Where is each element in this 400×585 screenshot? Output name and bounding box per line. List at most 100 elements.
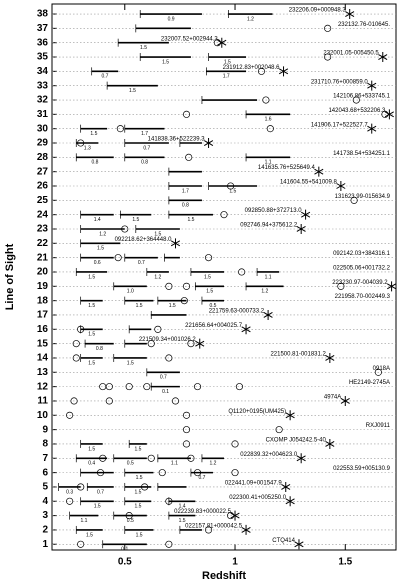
path-label: 0.8 <box>96 346 103 352</box>
sightline-name: 232007.52+002944.3 <box>161 36 219 42</box>
absorber <box>193 383 202 391</box>
absorber <box>205 254 213 262</box>
path-label: 0.5 <box>209 303 216 309</box>
path-label: 1.5 <box>229 188 236 194</box>
path-label: 1.5 <box>88 332 95 338</box>
quasar <box>325 438 335 449</box>
sightline-name: 221500.81-001831.2 <box>270 352 326 358</box>
quasar <box>301 209 311 220</box>
y-tick-label: 31 <box>37 109 49 120</box>
path-label: 1.5 <box>224 59 231 65</box>
y-tick-label: 12 <box>37 381 49 392</box>
sightline-name: 141906.17+522527.7 <box>311 122 369 128</box>
absorber <box>116 125 124 133</box>
absorber <box>182 411 191 419</box>
path-label: 1.5 <box>127 360 134 366</box>
absorber <box>182 440 191 448</box>
sightline-name: 221656.64+004025.7 <box>185 323 243 329</box>
path-label: 1.5 <box>179 518 186 524</box>
y-tick-label: 36 <box>37 37 49 48</box>
y-tick-label: 7 <box>42 453 48 464</box>
sightline-name: 131623.99-015634.9 <box>335 194 391 200</box>
path-label: 1.3 <box>84 145 91 151</box>
path-label: 1.5 <box>135 489 142 495</box>
absorber <box>171 397 180 405</box>
quasar <box>263 309 273 320</box>
sightline-name: 223230.97-004039.2 <box>332 280 388 286</box>
x-tick-label: 1.5 <box>338 557 352 568</box>
path-label: 1.6 <box>265 117 272 123</box>
y-tick-label: 20 <box>37 267 49 278</box>
absorber <box>182 110 191 118</box>
absorber <box>125 383 133 391</box>
absorber <box>185 153 193 161</box>
quasar <box>241 524 251 535</box>
sightline-name: 141838.36+522239.3 <box>148 137 206 143</box>
absorber <box>125 512 133 520</box>
y-tick-label: 35 <box>37 52 49 63</box>
y-tick-label: 29 <box>37 138 49 149</box>
absorber <box>227 512 235 520</box>
plot-frame <box>51 3 397 551</box>
quasar <box>336 181 346 191</box>
path-label: 1.5 <box>169 303 176 309</box>
absorber <box>350 196 358 204</box>
y-tick-label: 23 <box>37 224 49 235</box>
absorber <box>352 96 360 104</box>
path-label: 1.2 <box>99 231 106 237</box>
quasar <box>325 352 335 363</box>
quasar <box>217 37 227 48</box>
quasar <box>367 80 377 91</box>
absorber <box>72 340 80 348</box>
y-tick-label: 27 <box>37 166 49 177</box>
absorber <box>77 139 85 147</box>
sightline-name: 142106.86+533745.1 <box>333 94 391 100</box>
y-tick-label: 13 <box>37 367 49 378</box>
sightline-name: 232132.76-010645. <box>338 22 390 28</box>
path-label: 1.5 <box>88 446 95 452</box>
path-label: 0.7 <box>138 260 145 266</box>
absorber <box>337 282 345 290</box>
absorber <box>77 483 85 491</box>
quasar <box>314 166 324 177</box>
sightline-name: 221759.63-000733.2 <box>209 309 265 315</box>
sightline-name: 022441.09+001547.9 <box>225 481 283 487</box>
path-label: 1.2 <box>209 461 216 467</box>
path-label: 1.5 <box>88 360 95 366</box>
sightline-name: Q1120+0195(UM425) <box>228 409 286 415</box>
absorber <box>72 354 80 362</box>
absorber <box>165 282 173 290</box>
absorber <box>77 325 85 333</box>
sightline-name: 092850.88+372713.0 <box>245 208 303 214</box>
quasar <box>281 481 291 492</box>
absorber <box>193 469 202 477</box>
sightline-name: 221958.70-002449.3 <box>335 294 391 300</box>
path-label: 1.1 <box>265 274 272 280</box>
y-tick-label: 16 <box>37 324 49 335</box>
quasar <box>170 238 181 249</box>
absorber <box>114 254 122 262</box>
path-label: 1.1 <box>171 461 178 467</box>
y-tick-label: 6 <box>42 467 48 478</box>
y-tick-label: 33 <box>37 80 49 91</box>
absorber <box>262 96 270 104</box>
absorber <box>381 110 389 118</box>
quasar <box>285 496 295 507</box>
absorber <box>235 383 243 391</box>
y-tick-label: 30 <box>37 123 49 134</box>
path-label: 0.1 <box>121 547 128 553</box>
path-label: 0.4 <box>88 461 95 467</box>
y-tick-label: 21 <box>37 252 49 263</box>
absorber <box>158 469 166 477</box>
path-label: 0.6 <box>94 260 101 266</box>
sightline-name: 141635.76+525649.4 <box>258 165 316 171</box>
quasar <box>387 281 397 292</box>
sightline-name: 092218.62+364448.0 <box>115 237 173 243</box>
absorber <box>213 39 221 47</box>
x-tick-label: 1 <box>232 557 238 568</box>
path-label: 0.8 <box>92 160 99 166</box>
sightline-name: 221509.34+001026.2 <box>139 337 197 343</box>
quasar <box>195 338 205 349</box>
absorber <box>99 454 107 462</box>
y-tick-label: 15 <box>37 338 49 349</box>
